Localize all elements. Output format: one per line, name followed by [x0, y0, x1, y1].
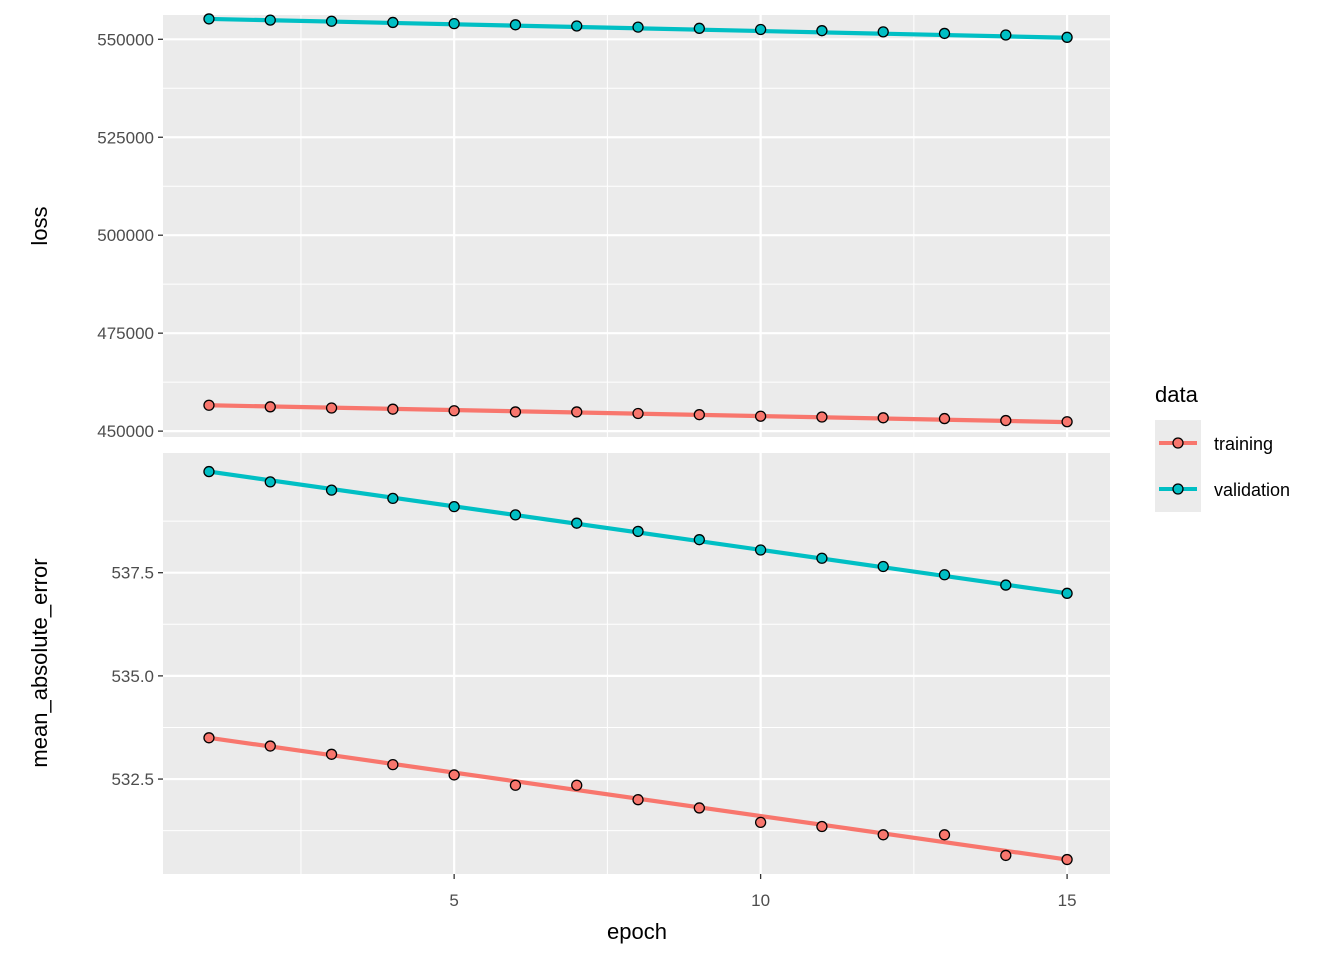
data-point-validation	[816, 552, 828, 564]
panels-layer: 450000 475000 500000 525000 550000 532.5 535.0…	[97, 13, 1110, 910]
y-tick-label: 500000	[97, 226, 154, 245]
data-point-validation	[387, 492, 399, 505]
data-point-training	[448, 769, 460, 781]
data-point-validation	[264, 14, 276, 26]
data-point-validation	[693, 534, 705, 546]
data-point-validation	[1061, 31, 1073, 43]
data-point-training	[387, 758, 399, 771]
y-tick-label: 475000	[97, 324, 154, 343]
data-point-validation	[693, 22, 705, 34]
data-point-training	[816, 411, 828, 423]
panel-0: 450000 475000 500000 525000 550000	[97, 13, 1110, 441]
data-point-training	[448, 405, 460, 417]
data-point-validation	[448, 501, 460, 513]
data-point-training	[1061, 416, 1073, 428]
data-point-validation	[816, 25, 828, 37]
data-point-training	[877, 829, 889, 841]
x-tick-label: 5	[449, 891, 458, 910]
data-point-training	[264, 740, 276, 752]
panel-1: 532.5 535.0 537.5	[111, 453, 1110, 874]
data-point-validation	[1061, 587, 1073, 599]
data-point-validation	[509, 19, 522, 31]
y-axis-title-loss: loss	[27, 206, 52, 245]
data-point-training	[693, 802, 705, 814]
legend-label-validation: validation	[1214, 480, 1290, 500]
data-point-validation	[571, 20, 583, 32]
data-point-validation	[203, 13, 215, 25]
data-point-training	[1000, 849, 1012, 862]
data-point-validation	[509, 509, 522, 521]
data-point-validation	[264, 476, 276, 488]
data-point-training	[509, 406, 522, 418]
data-point-training	[571, 406, 583, 418]
data-point-validation	[632, 21, 644, 33]
y-tick-label: 537.5	[111, 564, 154, 583]
x-tick-label: 10	[751, 891, 770, 910]
data-point-training	[203, 732, 215, 744]
data-point-training	[1000, 414, 1012, 427]
data-point-validation	[325, 484, 338, 496]
legend-point-training	[1172, 437, 1184, 449]
data-point-validation	[203, 465, 215, 478]
data-point-validation	[754, 23, 767, 36]
data-point-validation	[387, 16, 399, 29]
data-point-validation	[938, 27, 951, 40]
legend-title: data	[1155, 382, 1199, 407]
data-point-training	[1061, 853, 1073, 866]
panel-background	[163, 453, 1110, 874]
data-point-training	[264, 401, 276, 413]
data-point-validation	[448, 17, 460, 30]
data-point-training	[387, 403, 399, 415]
data-point-validation	[571, 517, 583, 529]
data-point-validation	[325, 15, 338, 27]
data-point-validation	[938, 569, 951, 581]
data-point-training	[632, 794, 644, 806]
data-point-training	[754, 816, 767, 829]
panel-background	[163, 15, 1110, 437]
data-point-training	[938, 829, 951, 841]
data-point-training	[693, 409, 705, 421]
data-point-training	[325, 748, 338, 760]
y-tick-label: 550000	[97, 30, 154, 49]
data-point-training	[571, 779, 583, 791]
y-tick-label: 535.0	[111, 667, 154, 686]
legend: data training validation	[1155, 382, 1290, 512]
data-point-training	[877, 412, 889, 424]
y-axis-title-mae: mean_absolute_error	[27, 558, 52, 767]
data-point-validation	[754, 544, 767, 556]
y-tick-label: 450000	[97, 422, 154, 441]
data-point-validation	[877, 560, 889, 573]
x-tick-label: 15	[1058, 891, 1077, 910]
data-point-training	[203, 399, 215, 411]
data-point-training	[632, 407, 644, 420]
data-point-validation	[632, 525, 644, 538]
x-axis-title: epoch	[607, 919, 667, 944]
data-point-training	[816, 820, 828, 833]
legend-point-validation	[1172, 483, 1184, 495]
data-point-training	[509, 779, 522, 791]
data-point-validation	[877, 26, 889, 38]
data-point-training	[325, 402, 338, 414]
data-point-validation	[1000, 579, 1012, 591]
data-point-training	[754, 410, 767, 422]
data-point-training	[938, 412, 951, 425]
legend-label-training: training	[1214, 434, 1273, 454]
y-tick-label: 525000	[97, 128, 154, 147]
y-tick-label: 532.5	[111, 770, 154, 789]
data-point-validation	[1000, 29, 1012, 41]
